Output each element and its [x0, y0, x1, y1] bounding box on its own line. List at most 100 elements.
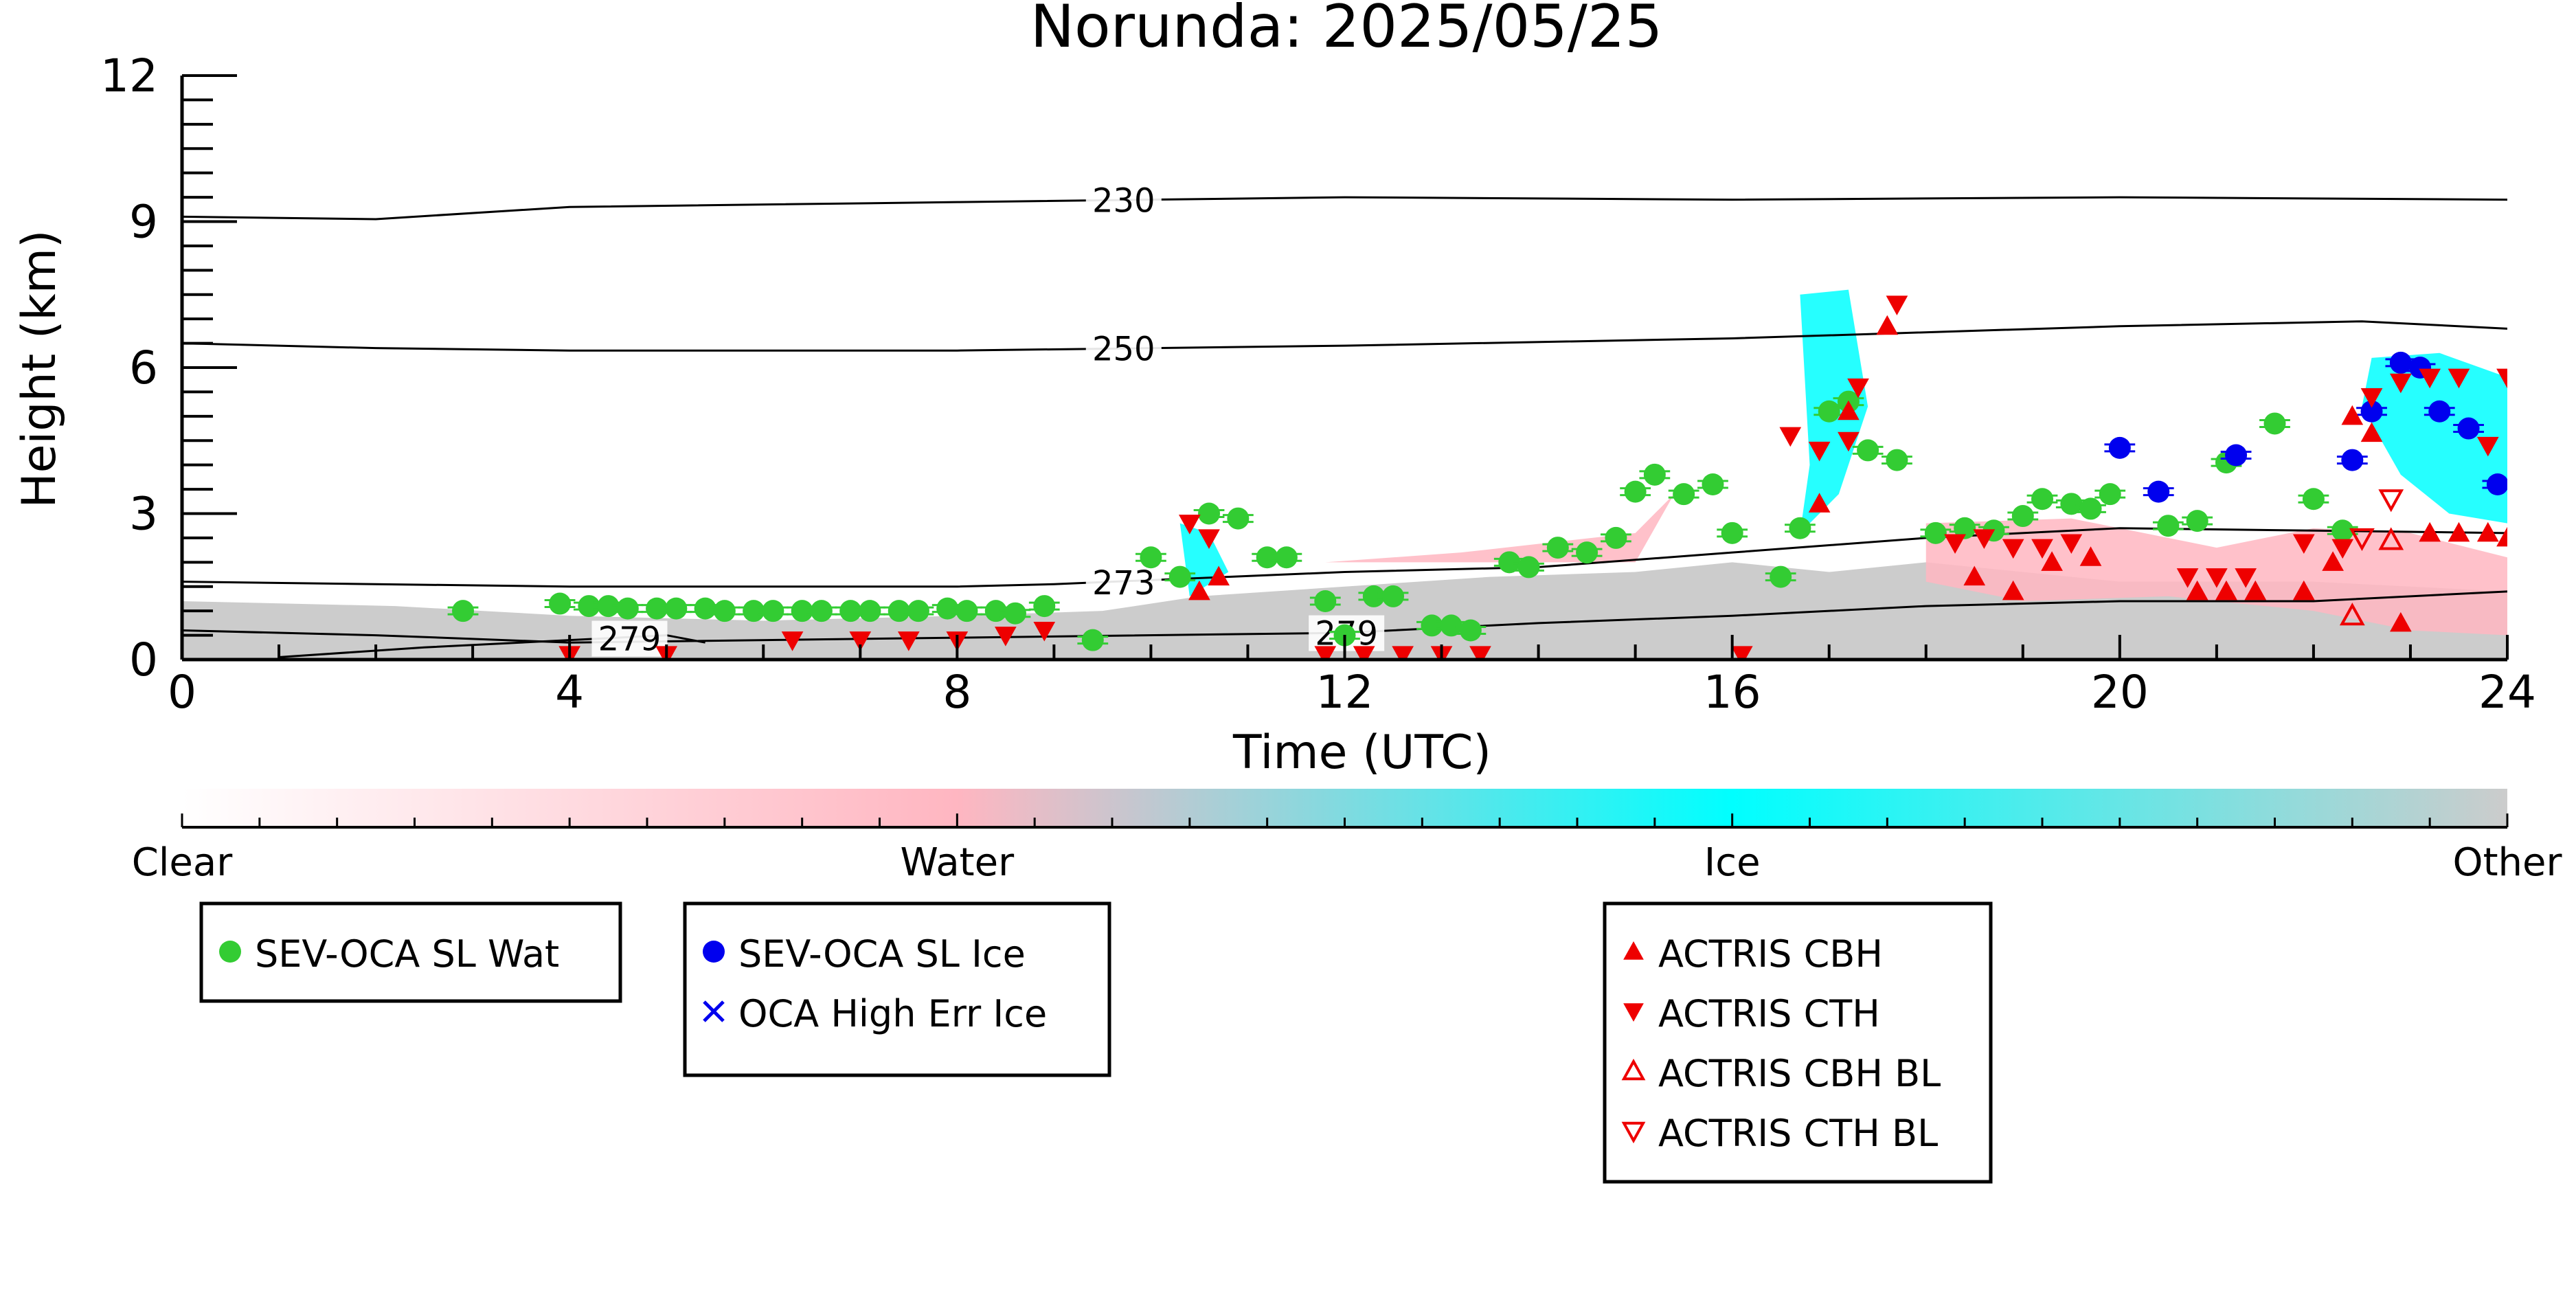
point-actris-cbh-18 — [2448, 521, 2470, 542]
point-actris-cbh-17 — [2419, 521, 2441, 542]
point-sev-oca-sl-wat-39-shape — [1576, 541, 1598, 564]
background-region-ice-5 — [2362, 352, 2507, 524]
point-actris-cbh-3-shape — [1838, 400, 1860, 420]
legend-marker-sev-oca-sl-wat — [219, 941, 241, 963]
point-sev-oca-sl-wat-60-shape — [2157, 515, 2180, 537]
x-axis-label: Time (UTC) — [1232, 726, 1491, 780]
point-sev-oca-sl-wat-2-shape — [578, 595, 600, 618]
legend-label-actris-cbh: ACTRIS CBH — [1658, 932, 1883, 976]
point-actris-cth-17-shape — [2360, 388, 2383, 408]
point-sev-oca-sl-wat-58 — [2075, 497, 2106, 520]
point-actris-cbh-16 — [2390, 611, 2412, 632]
point-actris-cbh-12-shape — [2292, 580, 2315, 600]
point-actris-cbh-7 — [2041, 551, 2063, 571]
point-sev-oca-sl-wat-6 — [660, 597, 692, 620]
legend-box-0: SEV-OCA SL Wat — [199, 901, 622, 1003]
point-actris-cth-9 — [2002, 539, 2024, 559]
point-sev-oca-sl-wat-45-shape — [1721, 521, 1743, 544]
point-actris-cth-33 — [1392, 646, 1414, 660]
legend-label-actris-cth-bl: ACTRIS CTH BL — [1658, 1112, 1938, 1155]
point-actris-cth-7-shape — [1944, 534, 1966, 554]
point-sev-oca-sl-wat-14 — [854, 600, 885, 622]
point-sev-oca-sl-ice-9 — [2482, 473, 2507, 495]
point-sev-oca-sl-wat-51-shape — [1886, 449, 1908, 471]
point-sev-oca-sl-ice-7-shape — [2428, 400, 2451, 423]
legend-box-1: SEV-OCA SL Ice OCA High Err Ice — [683, 901, 1111, 1077]
point-actris-cbh-0-shape — [1188, 580, 1210, 600]
legend-marker-oca-high-err-ice — [703, 1000, 725, 1022]
point-sev-oca-sl-wat-12 — [806, 600, 837, 622]
point-sev-oca-sl-wat-29 — [1309, 590, 1341, 612]
point-sev-oca-sl-wat-53-shape — [1954, 517, 1976, 539]
point-sev-oca-sl-wat-13-shape — [839, 600, 862, 622]
point-actris-cth-6 — [1838, 431, 1860, 452]
point-sev-oca-sl-wat-60 — [2152, 515, 2184, 537]
point-sev-oca-sl-wat-8 — [709, 600, 741, 622]
isotherm-label-0: 230 — [1092, 182, 1155, 221]
point-actris-cth-17 — [2360, 388, 2383, 408]
isotherm-line-230-0 — [182, 196, 2507, 221]
point-actris-cbh-20-shape — [2496, 526, 2507, 547]
point-sev-oca-sl-wat-50 — [1852, 439, 1884, 462]
point-actris-cth-26 — [849, 631, 872, 651]
y-tick-label-1: 3 — [129, 488, 158, 541]
point-sev-oca-sl-wat-18-shape — [956, 600, 978, 622]
point-sev-oca-sl-wat-24-shape — [1168, 565, 1191, 588]
point-sev-oca-sl-wat-21-shape — [1033, 595, 1056, 618]
y-tick-label-4: 12 — [100, 49, 158, 102]
point-sev-oca-sl-wat-0 — [447, 600, 479, 622]
point-sev-oca-sl-wat-10 — [757, 600, 789, 622]
point-sev-oca-sl-wat-46-shape — [1770, 565, 1792, 588]
point-actris-cbh-15-shape — [2360, 422, 2383, 442]
background-region-other-0 — [182, 562, 2507, 660]
point-actris-cth-31 — [1314, 646, 1337, 660]
point-sev-oca-sl-wat-34-shape — [1440, 614, 1462, 637]
point-actris-cbh-1 — [1208, 565, 1230, 586]
point-sev-oca-sl-wat-58-shape — [2079, 497, 2102, 520]
point-sev-oca-sl-wat-40 — [1601, 526, 1631, 549]
point-sev-oca-sl-wat-35 — [1455, 619, 1487, 642]
isotherm-line-250-1 — [182, 320, 2507, 352]
point-sev-oca-sl-wat-64-shape — [2302, 488, 2325, 510]
legend-label-actris-cbh-bl: ACTRIS CBH BL — [1658, 1052, 1941, 1095]
point-sev-oca-sl-wat-44 — [1697, 473, 1728, 495]
isotherm-label-bg-0 — [1085, 182, 1162, 218]
point-sev-oca-sl-ice-9-shape — [2486, 473, 2507, 495]
point-sev-oca-sl-wat-57-shape — [2060, 493, 2083, 515]
point-sev-oca-sl-wat-65-shape — [2331, 519, 2354, 542]
point-actris-cth-22-shape — [2496, 368, 2507, 389]
point-sev-oca-sl-wat-61 — [2182, 510, 2213, 532]
legend-marker-actris-cbh-bl-shape — [1621, 1058, 1646, 1081]
point-actris-cth-25 — [781, 631, 804, 651]
point-sev-oca-sl-ice-0 — [2104, 436, 2136, 459]
point-actris-cth-21 — [2476, 436, 2499, 457]
point-sev-oca-sl-wat-14-shape — [859, 600, 881, 622]
point-sev-oca-sl-ice-7 — [2424, 400, 2455, 423]
point-actris-cth-36 — [1730, 646, 1753, 660]
isotherm-label-4: 279 — [598, 620, 662, 659]
point-sev-oca-sl-wat-9-shape — [743, 600, 765, 622]
point-actris-cth-13-shape — [2206, 568, 2228, 588]
point-sev-oca-sl-wat-22 — [1077, 629, 1109, 651]
point-actris-cth-30 — [1033, 622, 1056, 642]
point-sev-oca-sl-wat-1-shape — [549, 592, 572, 615]
point-actris-cth-15 — [2292, 534, 2315, 554]
point-actris-cth-16-shape — [2331, 539, 2354, 559]
point-actris-cth-14-shape — [2235, 568, 2257, 588]
point-sev-oca-sl-wat-28 — [1271, 546, 1302, 569]
point-sev-oca-sl-wat-41 — [1620, 480, 1651, 503]
point-actris-cth-3 — [1808, 441, 1831, 462]
point-sev-oca-sl-wat-32 — [1377, 585, 1409, 607]
point-actris-cth-2 — [1779, 427, 1802, 447]
point-actris-cth-27 — [897, 631, 920, 651]
point-sev-oca-sl-wat-46 — [1765, 565, 1796, 588]
point-actris-cth-20 — [2448, 368, 2470, 389]
point-sev-oca-sl-wat-63-shape — [2263, 412, 2286, 435]
point-actris-cth-6-shape — [1838, 431, 1860, 452]
point-actris-cth-32-shape — [1353, 646, 1375, 660]
point-sev-oca-sl-wat-26 — [1222, 507, 1254, 530]
x-tick-label-4: 16 — [1704, 666, 1761, 719]
y-tick-label-0: 0 — [129, 633, 158, 686]
point-sev-oca-sl-wat-4-shape — [616, 597, 639, 620]
point-actris-cbh-3 — [1838, 400, 1860, 420]
